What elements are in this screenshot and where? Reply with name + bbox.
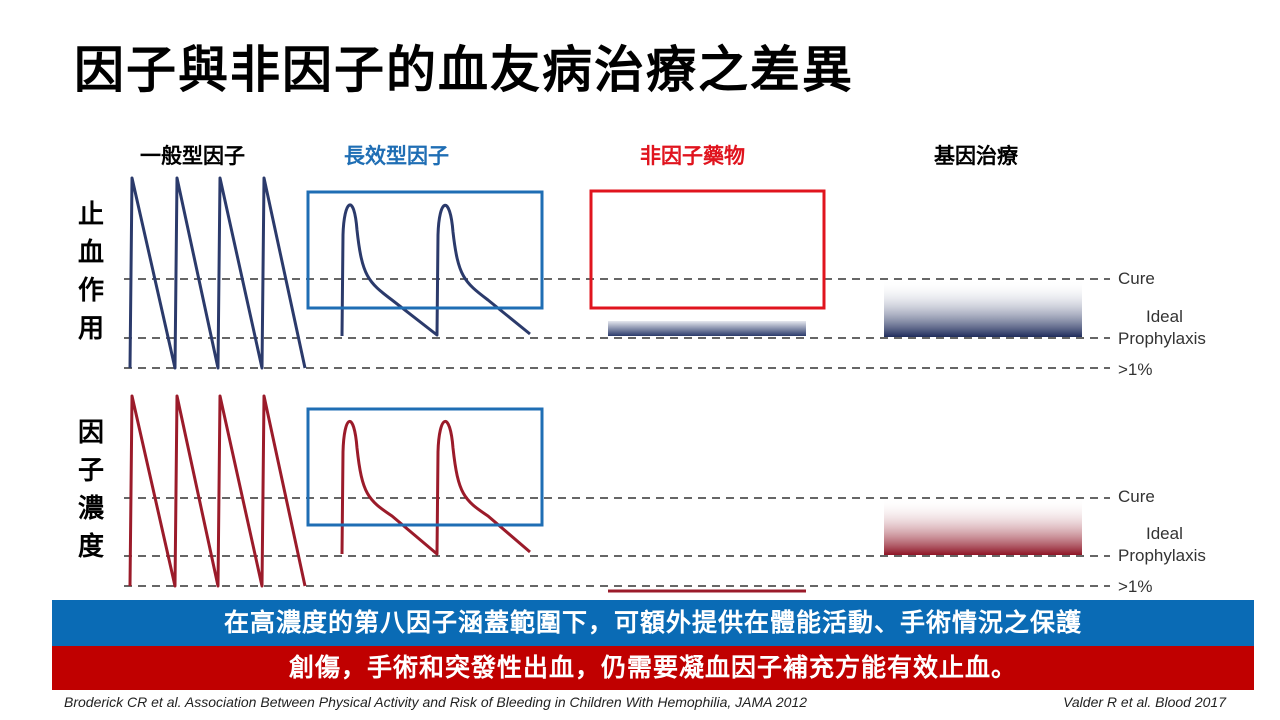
level-label-cure-top: Cure (1118, 269, 1155, 288)
row-label-factor-level: 因 子 濃 度 (76, 414, 106, 566)
long-acting-highlight-box-bottom (306, 407, 544, 527)
banner-red: 創傷，手術和突發性出血，仍需要凝血因子補充方能有效止血。 (52, 646, 1254, 690)
long-acting-curve-top (340, 203, 531, 337)
row-label-char: 濃 (77, 494, 104, 524)
banner-blue-text: 在高濃度的第八因子涵蓋範圍下，可額外提供在體能活動、手術情況之保護 (223, 608, 1082, 637)
non-factor-highlight-box (589, 189, 826, 310)
citation-left-rest: Association Between Physical Activity an… (184, 694, 808, 710)
citation-left-etal: et al. (151, 694, 182, 710)
row-label-hemostasis: 止 血 作 用 (76, 196, 106, 348)
level-label-cure-bottom: Cure (1118, 487, 1155, 506)
row-label-char: 血 (77, 238, 104, 268)
row-label-char: 度 (77, 532, 104, 562)
column-header-non-factor: 非因子藥物 (640, 144, 745, 168)
level-label-prophylaxis-bottom: Prophylaxis (1118, 546, 1206, 565)
gene-therapy-block-top (884, 280, 1082, 337)
citation-left-authors: Broderick CR (64, 694, 148, 710)
level-label-prophylaxis-top: Prophylaxis (1118, 329, 1206, 348)
standard-factor-curve-top (128, 176, 307, 370)
page-title: 因子與非因子的血友病治療之差異 (74, 41, 854, 99)
row-label-char: 作 (77, 276, 104, 306)
citation-right: Valder R et al. Blood 2017 (1063, 694, 1226, 710)
row-label-char: 止 (77, 200, 104, 230)
column-header-standard-factor: 一般型因子 (140, 144, 245, 168)
banner-red-text: 創傷，手術和突發性出血，仍需要凝血因子補充方能有效止血。 (288, 653, 1017, 682)
citation-left: Broderick CR et al. Association Between … (64, 694, 807, 710)
level-label-ideal-top: Ideal (1146, 307, 1183, 326)
standard-factor-curve-bottom (128, 394, 307, 588)
column-header-gene-therapy: 基因治療 (934, 144, 1018, 168)
long-acting-curve-bottom (340, 420, 531, 556)
level-label-low-top: >1% (1118, 360, 1153, 379)
level-label-ideal-bottom: Ideal (1146, 524, 1183, 543)
level-label-low-bottom: >1% (1118, 577, 1153, 596)
banner-blue: 在高濃度的第八因子涵蓋範圍下，可額外提供在體能活動、手術情況之保護 (52, 600, 1254, 646)
long-acting-highlight-box-top (306, 190, 544, 310)
non-factor-bar-top (608, 321, 806, 336)
column-header-long-acting-factor: 長效型因子 (344, 144, 449, 168)
row-label-char: 子 (77, 456, 104, 486)
row-label-char: 用 (77, 314, 104, 344)
gene-therapy-block-bottom (884, 498, 1082, 555)
row-label-char: 因 (77, 418, 104, 448)
